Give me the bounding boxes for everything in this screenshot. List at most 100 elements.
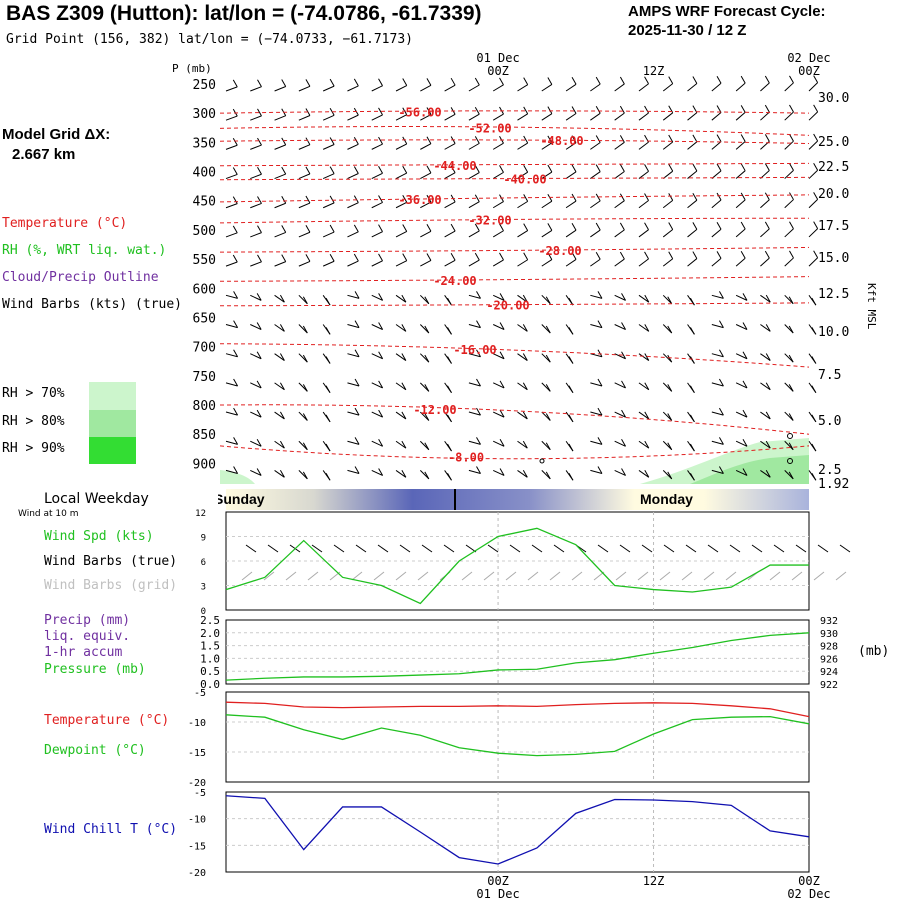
legend-temperature: Temperature (°C) [2,216,128,231]
wind-barb [250,86,262,92]
wind-barb-flag [667,442,673,450]
wind-barb [371,353,383,360]
cloud-marker [539,458,545,464]
wind-barb [590,258,601,267]
wind-barb [565,83,577,92]
wind-barb-flag [789,163,794,171]
wind-barb [760,257,770,267]
wind-barb-flag [718,291,724,299]
wind-barb-flag [523,194,529,202]
wind-barb-true [311,544,323,553]
wind-barb-flag [499,409,505,418]
wind-barb [444,230,456,238]
wind-barb-flag [499,223,504,231]
wind-barb-flag [232,254,238,263]
wind-barb [468,172,480,179]
wind-barb-flag [447,472,452,481]
legend-temperature-2: Temperature (°C) [44,713,170,728]
wind-barb-flag [450,77,456,86]
wind-barb-flag [499,322,505,330]
wind-barb-flag [474,77,480,86]
rh-legend-70: RH > 70% [2,386,65,401]
grid-point-label: Grid Point (156, 382) lat/lon = (−74.073… [6,32,413,47]
wind-barb-true [641,544,653,553]
wind-barb-flag [499,165,504,173]
wind-barb [468,201,480,209]
wind-barb-flag [233,378,239,387]
wind-barb [347,382,360,387]
wind-barb [347,411,360,416]
wind-barb-true [663,544,675,553]
wind-barb [614,324,626,331]
wind-barb-flag [667,325,673,334]
wind-barb-flag [788,325,794,334]
wind-barb-flag [378,293,384,301]
pressure-line [225,632,810,681]
pressure-tick-label: 600 [193,282,216,297]
wind-tick-label: 6 [201,558,206,568]
wind-barb [250,232,262,238]
wind-barb-flag [476,466,481,474]
wind-barb-true [619,544,631,553]
wind-barb [419,324,430,334]
isotherm-label: -36.00 [398,193,441,207]
wind-barb [784,411,794,421]
wind-barb [250,411,262,418]
wind-barb-flag [233,407,239,416]
isotherm-line [219,110,810,114]
legend-cloud: Cloud/Precip Outline [2,270,159,285]
wind-barb-flag [281,225,287,233]
wind-barb-flag [474,136,480,144]
cloud-marker [787,433,793,439]
wind-barb-flag [689,297,695,306]
height-tick-label: 5.0 [818,414,841,429]
wind-barb-grid [241,571,253,581]
wind-barb [711,440,724,445]
wind-barb [395,260,407,267]
wind-barb-flag [811,472,817,481]
wind-barb-flag [765,353,771,361]
wind-barb-flag [547,77,553,85]
wind-barb-flag [568,472,574,481]
wind-barb [250,202,262,209]
wind-barb-flag [279,411,285,420]
wind-barb [614,469,626,476]
wind-barb-flag [447,414,452,423]
precip-tick-label: 0.5 [200,665,220,678]
wind-barb [420,230,432,238]
wind-barb-flag [256,293,262,301]
wind-barb-flag [523,106,529,115]
wind-barb-flag [668,222,674,230]
pressure-axis-label: P (mb) [172,62,212,75]
weekday-band [226,489,809,510]
wind-barb-flag [257,79,262,87]
wind-barb-flag [788,296,794,305]
temp-tick-label: -20 [188,778,206,789]
wind-barb-flag [476,407,481,416]
wind-barb-flag [621,409,626,418]
wind-barb-true [333,544,345,553]
wind-barb [274,470,285,478]
wind-barb-flag [257,225,262,233]
wind-barb [662,470,673,480]
temp-panel-frame [225,691,810,783]
temperature-line [225,701,810,718]
wind-barb-flag [689,443,695,452]
isotherm-line [219,343,810,368]
wind-barb-grid [659,571,671,581]
wind-barb-flag [764,192,770,200]
wind-barb-flag [595,76,601,85]
pressure-tick-label: 930 [820,629,838,640]
wind-barb-flag [302,413,308,421]
wind-barb [784,82,794,92]
wind-barb-flag [789,192,794,200]
wind-barb [517,324,528,332]
wind-barb [225,203,238,209]
rh-70-area-left [220,470,255,484]
wind-barb [225,261,238,267]
isotherm-line [219,217,810,224]
isotherm-label: -56.00 [398,106,441,120]
wind-barb-true [795,544,807,553]
wind-barb [590,411,603,416]
